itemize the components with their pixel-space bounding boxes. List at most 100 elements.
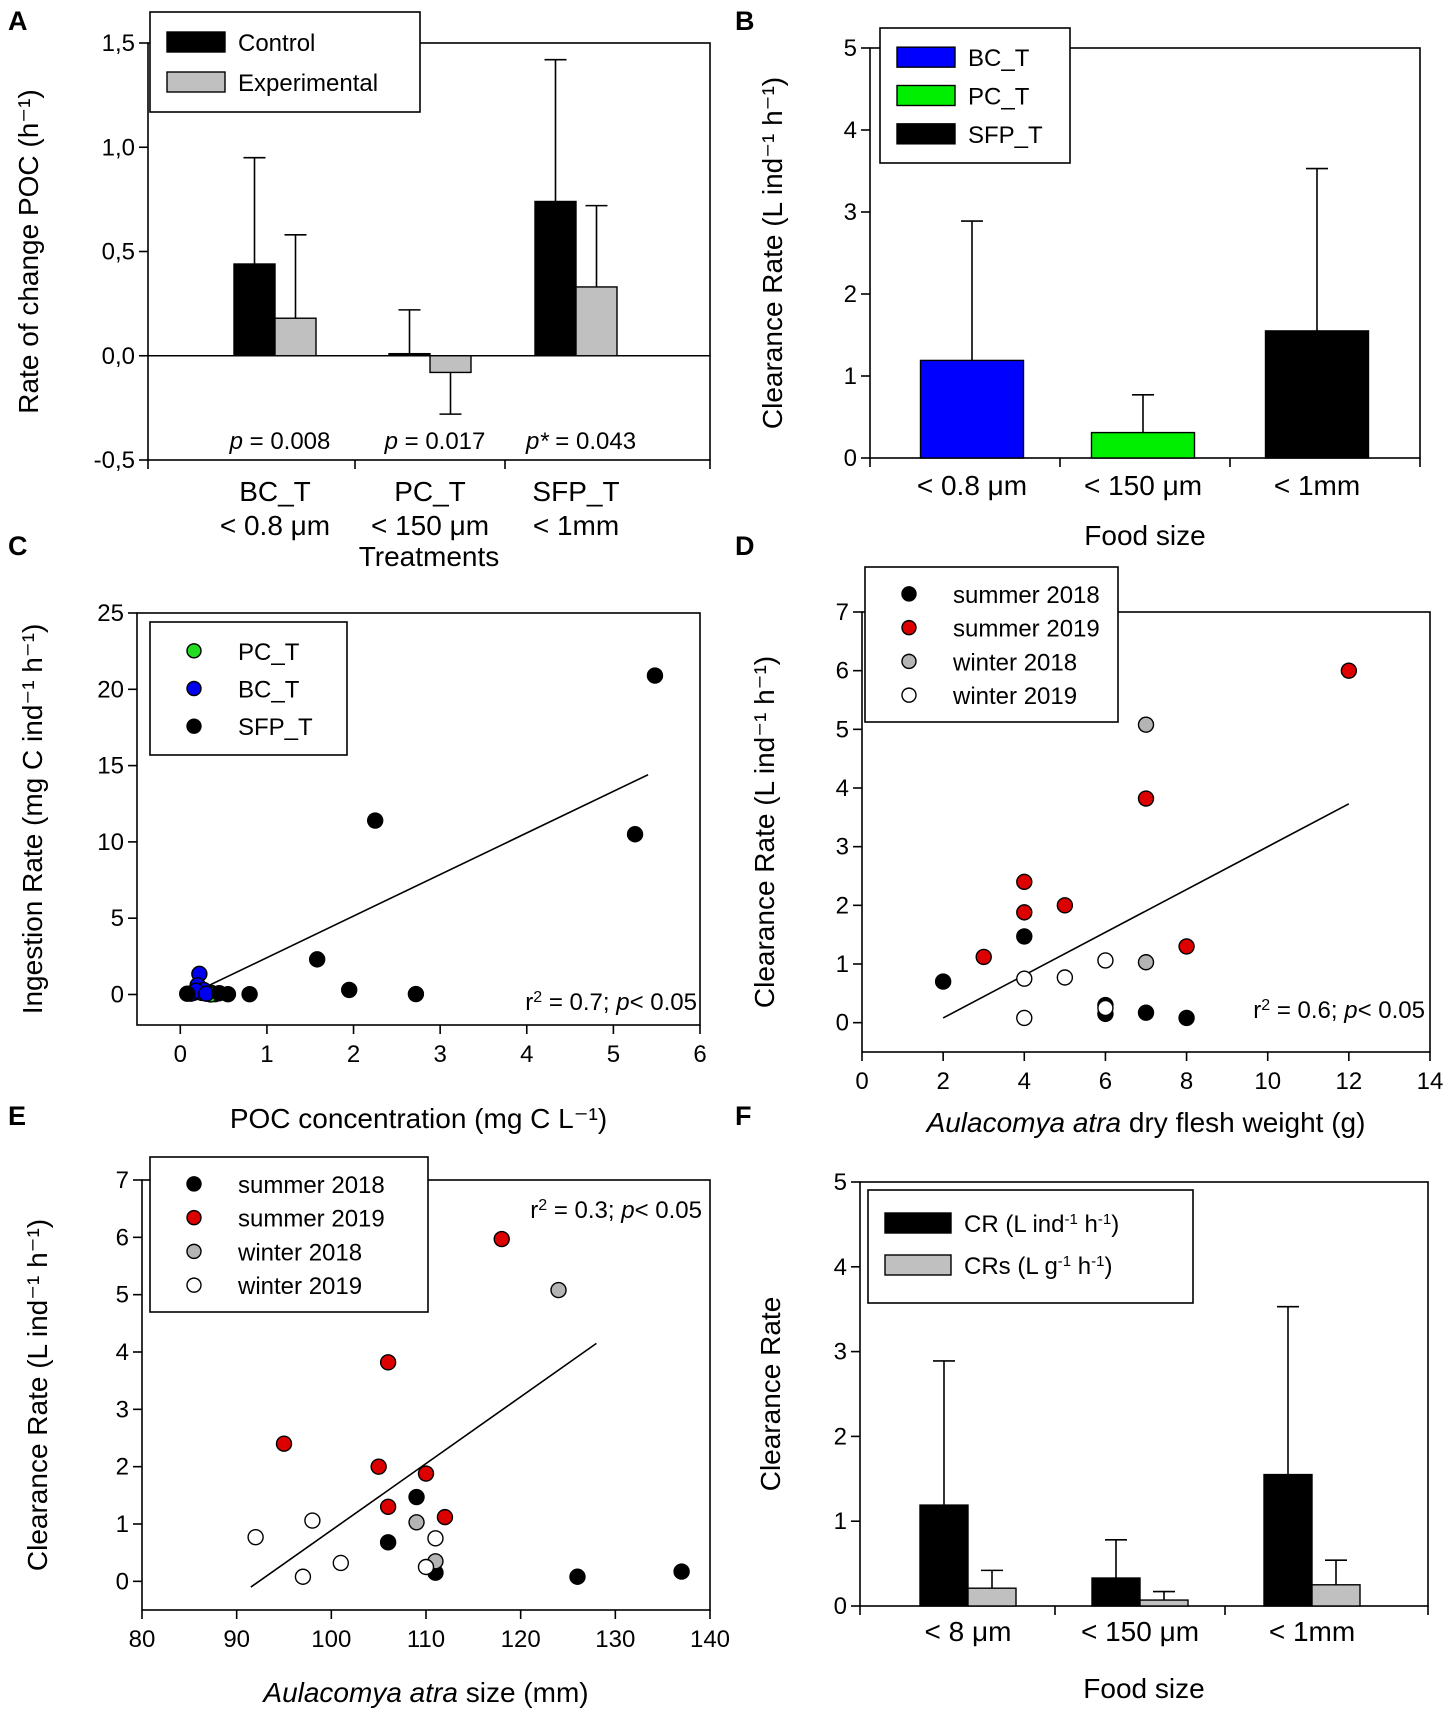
p-value-annotation: p = 0.017 (384, 428, 486, 455)
p-value: = 0.008 (243, 428, 330, 455)
data-point (341, 981, 358, 999)
x-tick-label: 0 (174, 1041, 187, 1068)
legend-swatch (896, 46, 956, 68)
legend-swatch (884, 1254, 952, 1276)
bar (233, 263, 276, 357)
y-tick-label: 3 (116, 1396, 129, 1423)
y-tick-label: 2 (844, 281, 857, 308)
x-category-sublabel: < 0.8 μm (220, 510, 330, 541)
p-symbol: p (229, 428, 243, 455)
data-point (1178, 938, 1195, 955)
data-point (407, 985, 425, 1003)
data-point (436, 1508, 454, 1526)
data-point (379, 1498, 397, 1516)
legend-label: winter 2019 (237, 1273, 362, 1300)
y-tick-label: 5 (111, 905, 124, 932)
legend-label: Experimental (238, 70, 378, 97)
data-point (1056, 969, 1074, 986)
y-tick-label: 7 (116, 1167, 129, 1194)
y-tick-label: 5 (844, 35, 857, 62)
legend-label: summer 2018 (953, 582, 1100, 609)
x-category-label: < 150 μm (1084, 470, 1202, 501)
bar (429, 355, 472, 374)
x-tick-label: 100 (311, 1626, 351, 1653)
r-squared-exponent: 2 (533, 989, 542, 1006)
y-tick-label: 0 (844, 445, 857, 472)
y-tick-label: 5 (836, 716, 849, 743)
x-tick-label: 90 (223, 1626, 250, 1653)
x-category-label: < 8 μm (925, 1616, 1012, 1647)
x-tick-label: 6 (693, 1041, 706, 1068)
bar (967, 1587, 1017, 1607)
x-tick-label: 6 (1099, 1068, 1112, 1095)
x-axis-label-species: Aulacomya atra (925, 1107, 1122, 1138)
bar (575, 286, 618, 357)
text-part: h (1071, 1253, 1091, 1280)
text-part: h (1078, 1211, 1098, 1238)
bar (1090, 431, 1196, 459)
x-tick-label: 0 (855, 1068, 868, 1095)
y-tick-label: 4 (844, 117, 857, 144)
data-point (646, 667, 664, 684)
data-point (417, 1558, 435, 1576)
panel-f: 0 1 2 3 4 5 < 8 μm < 150 μm < 1mm Food size Cleara… (735, 1101, 1429, 1704)
text-part: CR (L ind (964, 1211, 1064, 1238)
x-category-label: < 150 μm (1081, 1616, 1199, 1647)
x-axis-label-species: Aulacomya atra (261, 1677, 458, 1708)
legend-marker (901, 586, 917, 602)
x-tick-label: 3 (433, 1041, 446, 1068)
data-point (332, 1554, 349, 1572)
p-value-annotation: p* = 0.043 (525, 428, 636, 455)
x-tick-label: 10 (1254, 1068, 1281, 1095)
x-category-label: SFP_T (532, 476, 619, 507)
panel-c: 0 5 10 15 20 25 0 1 2 3 4 5 6 POC concentration (mg C… (8, 531, 707, 1134)
p-value: = 0.017 (398, 428, 485, 455)
data-point (1137, 954, 1155, 971)
data-point (1097, 999, 1114, 1017)
superscript: -1 (1098, 1211, 1111, 1228)
y-axis-label: Clearance Rate (L ind⁻¹ h⁻¹) (749, 656, 780, 1008)
y-tick-label: 1 (116, 1511, 129, 1538)
panel-label: E (8, 1101, 26, 1131)
x-category-label: PC_T (394, 476, 466, 507)
regression-annotation: r2 = 0.3; p< 0.05 (530, 1197, 702, 1225)
bar (919, 359, 1025, 459)
legend-box (867, 1189, 1194, 1304)
text-part: ) (1111, 1211, 1119, 1238)
x-tick-label: 14 (1417, 1068, 1444, 1095)
data-point (550, 1281, 567, 1299)
data-point (934, 973, 952, 990)
legend-marker (186, 1209, 202, 1226)
panel-a: -0,5 0,0 0,5 1,0 1,5 BC_T< 0.8 μm PC_T< 150 μm… (8, 6, 711, 572)
y-axis-label: Rate of change POC (h⁻¹) (13, 89, 44, 413)
data-point (1016, 1009, 1033, 1027)
annotation-text: = 0.6; (1270, 997, 1344, 1024)
text-part: ) (1105, 1253, 1113, 1280)
data-point (417, 1465, 435, 1482)
x-axis-label: Aulacomya atra dry flesh weight (g) (925, 1107, 1366, 1138)
superscript: -1 (1064, 1211, 1077, 1228)
data-point (493, 1230, 510, 1248)
superscript: -1 (1058, 1253, 1071, 1270)
panel-label: A (8, 6, 28, 36)
y-tick-label: 3 (844, 199, 857, 226)
data-point (179, 985, 196, 1002)
data-point (1340, 662, 1358, 679)
legend-label: summer 2019 (953, 616, 1100, 643)
y-tick-label: 6 (116, 1224, 129, 1251)
data-point (308, 951, 326, 968)
x-category-label: < 0.8 μm (917, 470, 1027, 501)
data-point (275, 1435, 293, 1452)
x-category-label: BC_T (239, 476, 311, 507)
y-tick-label: 25 (97, 600, 124, 627)
legend-swatch (896, 123, 956, 145)
y-tick-label: 1 (834, 1508, 847, 1535)
legend-box (149, 11, 421, 113)
y-tick-label: 0 (111, 981, 124, 1008)
p-value-annotation: p = 0.008 (229, 428, 331, 455)
bar (1263, 1473, 1313, 1607)
data-point (304, 1512, 321, 1529)
legend-swatch (166, 31, 226, 53)
annotation-text: = 0.3; (547, 1197, 621, 1224)
